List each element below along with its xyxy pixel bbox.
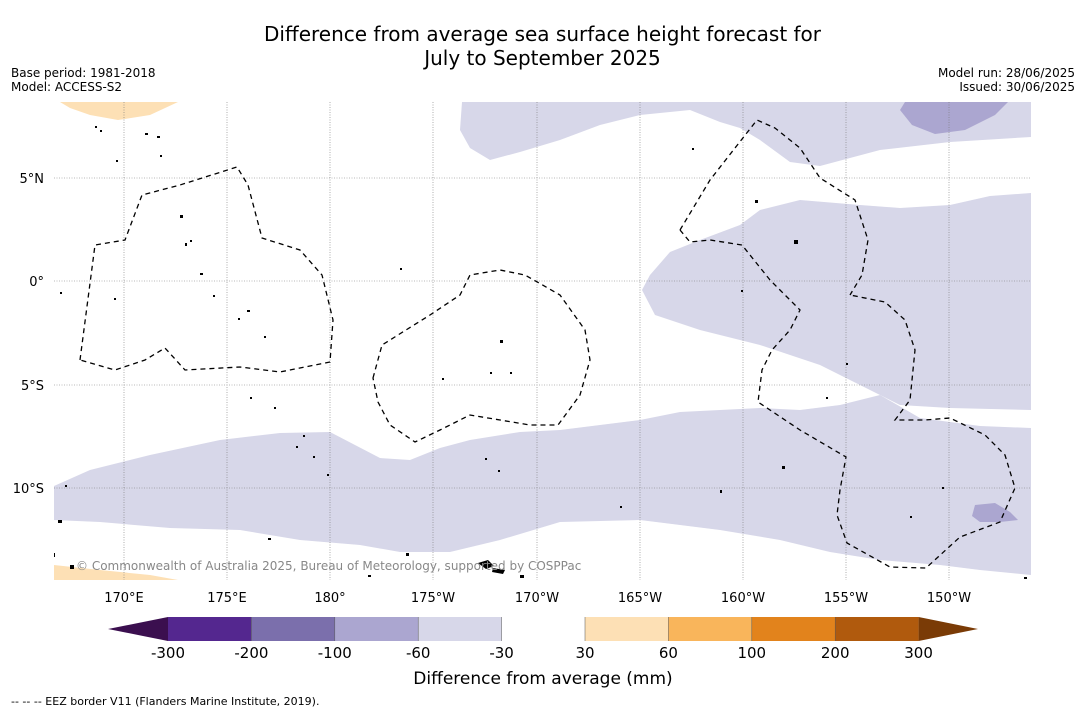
colorbar-segment <box>835 617 919 641</box>
issued-text: Issued: 30/06/2025 <box>959 80 1075 94</box>
model-text: Model: ACCESS-S2 <box>11 80 123 94</box>
colorbar-tick: 30 <box>575 644 594 662</box>
colorbar-segment <box>751 617 836 641</box>
lat-label: 5°N <box>20 172 45 187</box>
colorbar-segment <box>668 617 752 641</box>
colorbar-tick: 200 <box>821 644 850 662</box>
anomaly-region-south <box>54 395 1031 575</box>
eez-border-kiribati-line-north <box>679 119 869 296</box>
colorbar-tick: 300 <box>904 644 933 662</box>
colorbar-segment <box>418 617 502 641</box>
colorbar-tick: -300 <box>151 644 185 662</box>
colorbar-segment <box>501 617 585 641</box>
lon-label: 175°W <box>411 591 455 606</box>
anomaly-region-north <box>460 102 1031 166</box>
lon-label: 150°W <box>927 591 971 606</box>
eez-border-kiribati-line-south <box>679 229 1016 569</box>
colorbar-extend-low <box>108 617 168 641</box>
chart-title: Difference from average sea surface heig… <box>0 22 1085 70</box>
title-line-2: July to September 2025 <box>424 46 661 70</box>
lon-label: 165°W <box>618 591 662 606</box>
colorbar-segment <box>334 617 419 641</box>
colorbar-tick: -100 <box>318 644 352 662</box>
anomaly-patch-topleft <box>60 102 178 120</box>
longitude-labels: 170°E 175°E 180° 175°W 170°W 165°W 160°W… <box>104 591 971 606</box>
latitude-labels: 5°N 0° 5°S 10°S <box>13 172 44 497</box>
info-left: Base period: 1981-2018 Model: ACCESS-S2 <box>11 66 156 94</box>
colorbar: -300 -200 -100 -60 -30 30 60 100 200 300… <box>108 617 978 689</box>
info-right: Model run: 28/06/2025 Issued: 30/06/2025 <box>938 66 1075 94</box>
copyright-text: © Commonwealth of Australia 2025, Bureau… <box>76 559 581 573</box>
eez-border-tokelau <box>372 269 591 443</box>
title-line-1: Difference from average sea surface heig… <box>263 22 822 46</box>
lon-label: 170°E <box>104 591 144 606</box>
eez-border-kiribati-gilbert <box>79 166 334 373</box>
colorbar-segment <box>168 617 252 641</box>
lat-label: 0° <box>29 275 44 290</box>
colorbar-segment <box>251 617 335 641</box>
lat-label: 5°S <box>21 379 44 394</box>
colorbar-segment <box>585 617 669 641</box>
lat-label: 10°S <box>13 482 44 497</box>
colorbar-tick: 100 <box>737 644 766 662</box>
anomaly-patch-bottomleft <box>54 565 178 580</box>
colorbar-tick: -30 <box>489 644 514 662</box>
colorbar-label: Difference from average (mm) <box>413 669 672 689</box>
islands <box>54 126 1027 579</box>
lon-label: 160°W <box>721 591 765 606</box>
lon-label: 175°E <box>207 591 247 606</box>
colorbar-tick: 60 <box>659 644 678 662</box>
lon-label: 180° <box>314 591 345 606</box>
colorbar-tick: -200 <box>234 644 268 662</box>
base-period-text: Base period: 1981-2018 <box>11 66 156 80</box>
lon-label: 170°W <box>515 591 559 606</box>
colorbar-extend-high <box>918 617 978 641</box>
model-run-text: Model run: 28/06/2025 <box>937 66 1075 80</box>
gridlines <box>54 102 1031 580</box>
colorbar-tick: -60 <box>406 644 431 662</box>
anomaly-patch-southeast <box>972 503 1018 522</box>
colorbar-ticks: -300 -200 -100 -60 -30 30 60 100 200 300 <box>151 644 933 662</box>
anomaly-region-equatorial <box>642 193 1031 410</box>
eez-footnote: -- -- -- EEZ border V11 (Flanders Marine… <box>11 695 320 708</box>
eez-borders <box>79 119 1016 569</box>
anomaly-patch-northeast <box>900 102 1008 134</box>
lon-label: 155°W <box>824 591 868 606</box>
map-area: © Commonwealth of Australia 2025, Bureau… <box>54 102 1031 580</box>
